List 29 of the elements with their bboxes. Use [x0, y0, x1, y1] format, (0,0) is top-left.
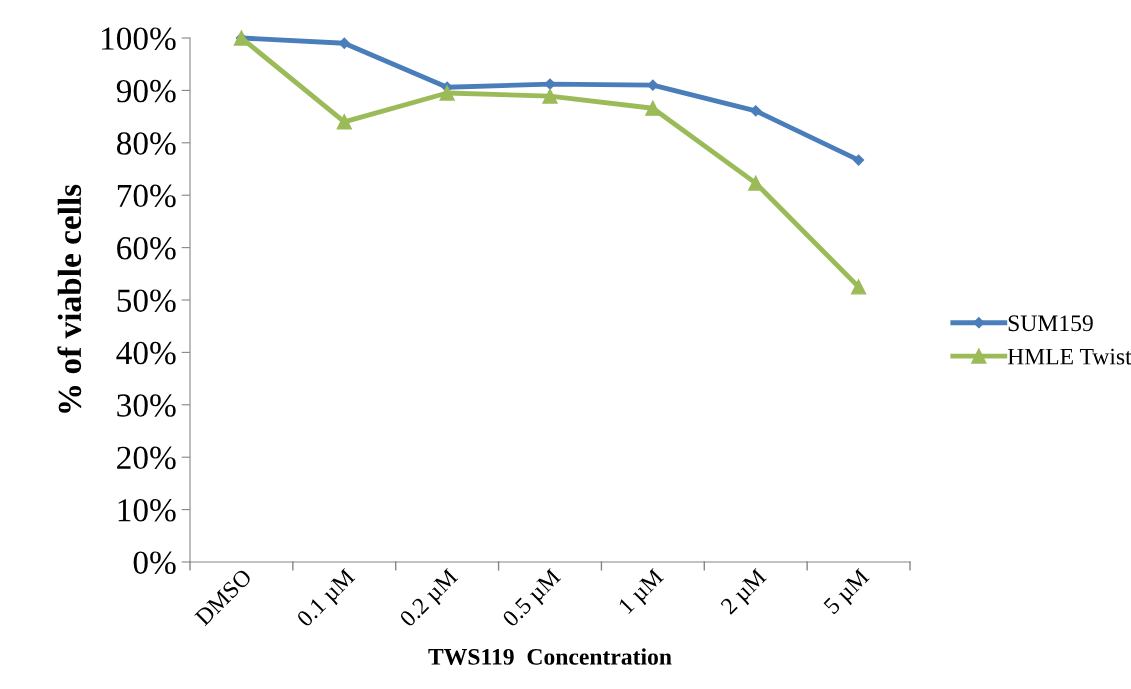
x-tick-label: 5 µM [823, 568, 874, 619]
x-tick-label: 2 µM [719, 567, 771, 619]
y-tick-label: 40% [116, 341, 176, 365]
point [850, 279, 867, 295]
point [852, 154, 865, 166]
y-tick-label: 10% [118, 499, 176, 522]
point [336, 114, 352, 130]
y-tick-label: 20% [117, 446, 176, 470]
point [439, 85, 455, 101]
y-tick-label: 30% [117, 394, 176, 417]
x-axis-title: TWS119 Concentration [428, 648, 672, 665]
y-tick-label: 90% [116, 79, 176, 103]
y-tick-label: 0% [133, 551, 176, 574]
x-tick-label: 1 µM [617, 567, 668, 618]
point [542, 88, 558, 104]
legend-label: HMLE Twist [1007, 348, 1131, 365]
y-tick-label: 70% [117, 184, 176, 208]
y-tick-label: 50% [117, 289, 176, 312]
point [750, 105, 762, 117]
legend-label: SUM159 [1008, 315, 1093, 332]
x-tick-label: 0.5 µM [501, 567, 565, 631]
y-axis-title: % of viable cells [57, 184, 82, 413]
y-tick-label: 100% [101, 27, 176, 50]
x-tick-label: 0.1 µM [295, 567, 359, 631]
x-tick-label: 0.2 µM [398, 567, 462, 631]
y-tick-label: 80% [116, 132, 176, 155]
point [748, 175, 764, 191]
point [645, 100, 661, 116]
y-tick-label: 60% [117, 237, 176, 260]
